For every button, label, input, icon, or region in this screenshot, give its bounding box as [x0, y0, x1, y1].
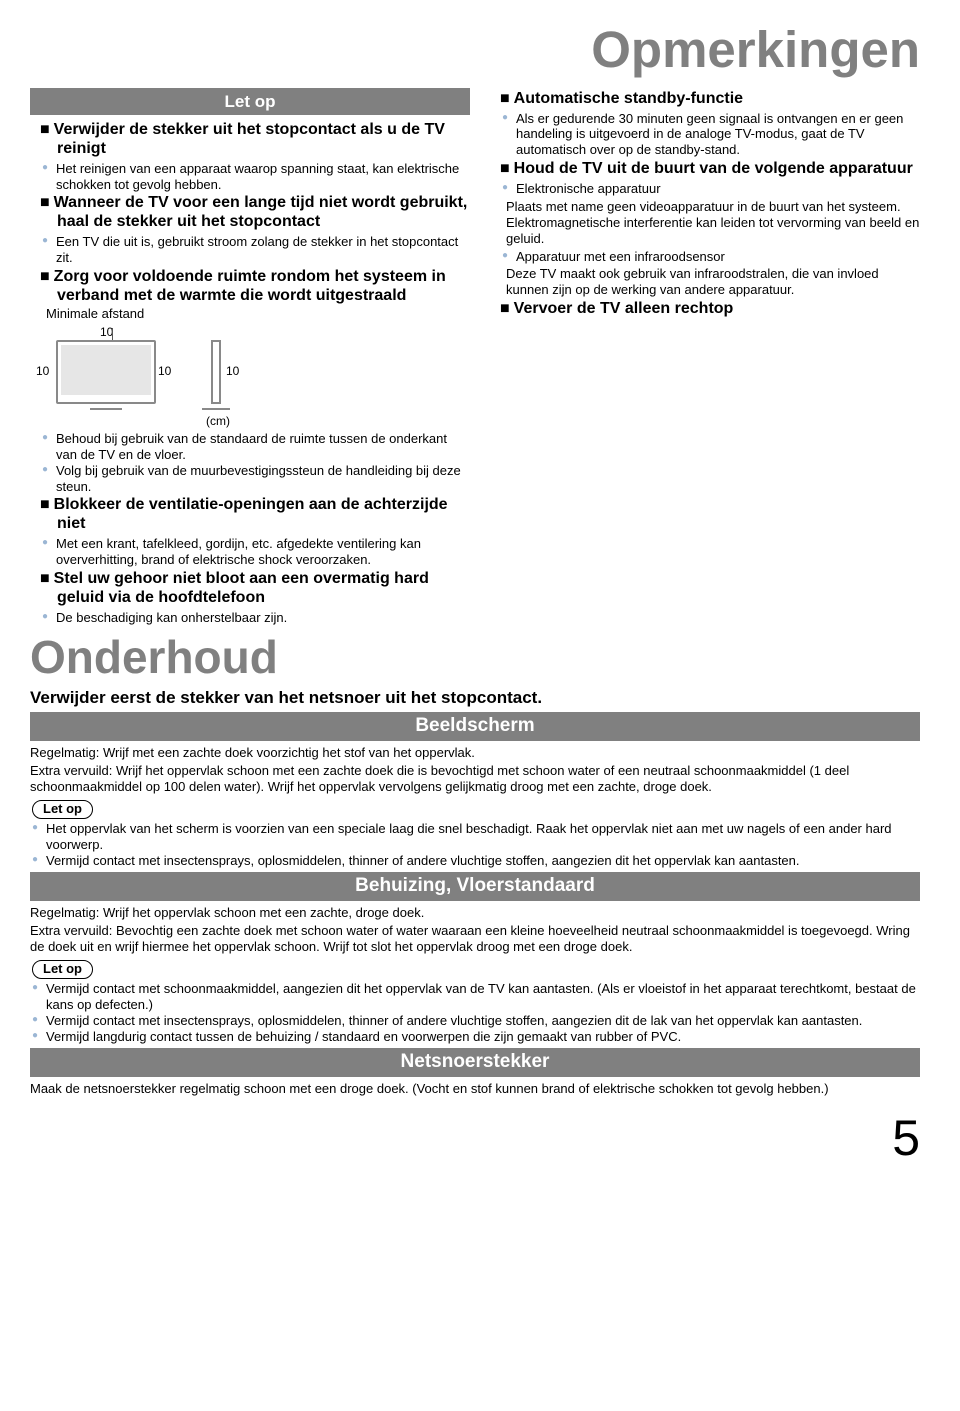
item-head-ruimte: Zorg voor voldoende ruimte rondom het sy… [40, 268, 470, 306]
paragraph: Extra vervuild: Bevochtig een zachte doe… [30, 923, 920, 955]
onderhoud-title: Onderhoud [30, 629, 920, 687]
section-bar-behuizing: Behuizing, Vloerstandaard [30, 872, 920, 901]
bullet-text: Vermijd langdurig contact tussen de behu… [36, 1029, 920, 1045]
bullet-text: Vermijd contact met insectensprays, oplo… [36, 853, 920, 869]
bullet-text: Volg bij gebruik van de muurbevestigings… [46, 463, 470, 495]
tv-clearance-diagram: 10 10 10 10 [46, 326, 470, 408]
item-head-standby: Automatische standby-functie [500, 90, 920, 109]
bullet-text: Apparatuur met een infraroodsensor [506, 249, 920, 265]
bullet-text: Het oppervlak van het scherm is voorzien… [36, 821, 920, 853]
paragraph: Regelmatig: Wrijf met een zachte doek vo… [30, 745, 920, 761]
dim-left: 10 [36, 364, 49, 379]
minimale-afstand-label: Minimale afstand [46, 306, 470, 322]
paragraph: Extra vervuild: Wrijf het oppervlak scho… [30, 763, 920, 795]
cm-unit-label: (cm) [30, 414, 230, 429]
sub-text: Plaats met name geen videoapparatuur in … [506, 199, 920, 247]
bullet-text: De beschadiging kan onherstelbaar zijn. [46, 610, 470, 626]
item-head-stekker-reinigt: Verwijder de stekker uit het stopcontact… [40, 121, 470, 159]
dim-right: 10 [158, 364, 171, 379]
bullet-text: Als er gedurende 30 minuten geen signaal… [506, 111, 920, 159]
bullet-text: Een TV die uit is, gebruikt stroom zolan… [46, 234, 470, 266]
item-head-gehoor: Stel uw gehoor niet bloot aan een overma… [40, 570, 470, 608]
letop-header-bar: Let op [30, 88, 470, 115]
bullet-text: Het reinigen van een apparaat waarop spa… [46, 161, 470, 193]
letop-pill: Let op [32, 960, 93, 979]
page-number: 5 [30, 1107, 920, 1170]
item-head-lange-tijd: Wanneer de TV voor een lange tijd niet w… [40, 194, 470, 232]
tv-side-icon: 10 [196, 326, 246, 408]
bullet-text: Elektronische apparatuur [506, 181, 920, 197]
tv-front-icon: 10 10 10 [46, 326, 166, 408]
item-head-buurt: Houd de TV uit de buurt van de volgende … [500, 160, 920, 179]
section-bar-beeldscherm: Beeldscherm [30, 712, 920, 741]
sub-text: Deze TV maakt ook gebruik van infraroods… [506, 266, 920, 298]
page-title: Opmerkingen [30, 18, 920, 82]
section-bar-netsnoer: Netsnoerstekker [30, 1048, 920, 1077]
bullet-text: Vermijd contact met insectensprays, oplo… [36, 1013, 920, 1029]
bullet-text: Met een krant, tafelkleed, gordijn, etc.… [46, 536, 470, 568]
dim-side: 10 [226, 364, 239, 379]
item-head-ventilatie: Blokkeer de ventilatie-openingen aan de … [40, 496, 470, 534]
bullet-text: Behoud bij gebruik van de standaard de r… [46, 431, 470, 463]
paragraph: Regelmatig: Wrijf het oppervlak schoon m… [30, 905, 920, 921]
bullet-text: Vermijd contact met schoonmaakmiddel, aa… [36, 981, 920, 1013]
item-head-vervoer: Vervoer de TV alleen rechtop [500, 300, 920, 319]
letop-pill: Let op [32, 800, 93, 819]
onderhoud-subtitle: Verwijder eerst de stekker van het netsn… [30, 687, 920, 708]
paragraph: Maak de netsnoerstekker regelmatig schoo… [30, 1081, 920, 1097]
